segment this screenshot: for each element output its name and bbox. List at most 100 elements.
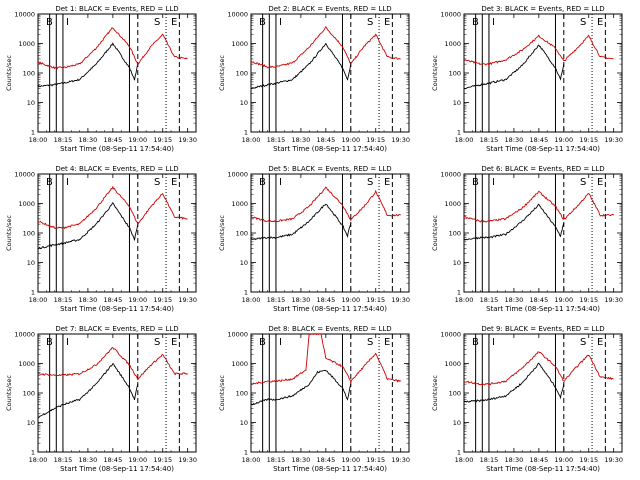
interval-marker-label: E [171, 337, 177, 348]
y-tick-label: 10000 [440, 11, 461, 19]
interval-marker-label: B [46, 17, 53, 28]
lld-series-line [251, 25, 401, 69]
plot-area [464, 14, 614, 132]
x-tick-label: 19:15 [366, 136, 385, 144]
y-tick-label: 1000 [231, 40, 248, 48]
lld-series-line [38, 347, 188, 381]
events-series-line [464, 362, 565, 403]
y-tick-label: 100 [236, 230, 248, 238]
x-tick-label: 18:30 [292, 456, 311, 464]
y-tick-label: 1000 [18, 200, 35, 208]
x-tick-label: 19:30 [604, 136, 623, 144]
detector-panel: Det 3: BLACK = Events, RED = LLD 1 10 100 10… [431, 5, 623, 153]
x-tick-label: 19:00 [554, 296, 573, 304]
y-axis-label: Counts/sec [218, 215, 226, 251]
x-tick-label: 18:45 [316, 296, 335, 304]
x-tick-label: 18:45 [529, 456, 548, 464]
y-tick-label: 1 [457, 129, 461, 137]
y-tick-label: 1 [31, 289, 35, 297]
y-tick-label: 10 [453, 99, 461, 107]
x-tick-label: 18:30 [79, 456, 98, 464]
y-tick-label: 1000 [444, 40, 461, 48]
y-tick-label: 10000 [14, 171, 35, 179]
events-series-line [38, 42, 139, 88]
x-axis-label: Start Time (08-Sep-11 17:54:40) [486, 465, 600, 473]
plot-area [38, 14, 188, 132]
y-tick-label: 100 [236, 390, 248, 398]
x-tick-label: 19:00 [128, 136, 147, 144]
y-tick-label: 10000 [440, 171, 461, 179]
detector-panel: Det 1: BLACK = Events, RED = LLD 1 10 100 10… [5, 5, 197, 153]
interval-marker-label: B [46, 337, 53, 348]
y-tick-label: 1000 [444, 360, 461, 368]
y-tick-label: 10 [453, 259, 461, 267]
x-tick-label: 19:30 [604, 456, 623, 464]
interval-marker-label: S [154, 177, 160, 188]
y-axis-label: Counts/sec [431, 55, 439, 91]
lld-series-line [38, 27, 188, 70]
interval-marker-label: B [46, 177, 53, 188]
x-tick-label: 19:15 [153, 296, 172, 304]
detector-panel: Det 5: BLACK = Events, RED = LLD 1 10 100 10… [218, 165, 410, 313]
x-tick-label: 19:30 [178, 456, 197, 464]
interval-marker-label: I [279, 177, 282, 188]
x-tick-label: 18:15 [480, 296, 499, 304]
y-tick-label: 1 [457, 449, 461, 457]
events-series-line [464, 44, 565, 90]
interval-marker-label: I [492, 17, 495, 28]
interval-marker-label: S [154, 17, 160, 28]
x-tick-label: 18:15 [267, 456, 286, 464]
detector-panel: Det 9: BLACK = Events, RED = LLD 1 10 100 10… [431, 325, 623, 473]
events-series-line [251, 203, 352, 241]
y-axis-label: Counts/sec [5, 375, 13, 411]
plot-area [464, 334, 614, 452]
y-tick-label: 100 [23, 70, 35, 78]
x-tick-label: 18:45 [529, 136, 548, 144]
x-tick-label: 18:45 [103, 456, 122, 464]
interval-marker-label: S [580, 337, 586, 348]
plot-frame [37, 173, 197, 293]
events-series-line [38, 363, 139, 419]
x-tick-label: 19:30 [178, 136, 197, 144]
interval-marker-label: E [597, 177, 603, 188]
x-tick-label: 19:15 [579, 296, 598, 304]
interval-marker-label: E [171, 17, 177, 28]
x-tick-label: 19:30 [391, 456, 410, 464]
y-tick-label: 100 [236, 70, 248, 78]
x-tick-label: 19:15 [366, 296, 385, 304]
x-tick-label: 19:00 [554, 456, 573, 464]
x-tick-label: 18:00 [455, 136, 474, 144]
plot-frame [250, 333, 410, 453]
lld-series-line [464, 351, 614, 386]
detector-panel: Det 8: BLACK = Events, RED = LLD 1 10 100 10… [218, 325, 410, 473]
x-tick-label: 18:00 [242, 296, 261, 304]
y-axis-label: Counts/sec [431, 215, 439, 251]
x-tick-label: 19:15 [579, 136, 598, 144]
x-tick-label: 19:00 [341, 296, 360, 304]
panel-title: Det 1: BLACK = Events, RED = LLD [55, 5, 178, 13]
x-tick-label: 18:00 [242, 456, 261, 464]
plot-frame [463, 13, 623, 133]
x-tick-label: 18:15 [267, 296, 286, 304]
x-tick-label: 18:00 [29, 296, 48, 304]
plot-area [38, 174, 188, 292]
y-tick-label: 1000 [18, 360, 35, 368]
x-tick-label: 18:45 [316, 456, 335, 464]
x-tick-label: 18:15 [267, 136, 286, 144]
x-tick-label: 19:30 [178, 296, 197, 304]
interval-marker-label: B [259, 337, 266, 348]
y-tick-label: 100 [449, 390, 461, 398]
x-tick-label: 18:30 [505, 456, 524, 464]
panel-title: Det 6: BLACK = Events, RED = LLD [481, 165, 604, 173]
x-tick-label: 18:30 [292, 296, 311, 304]
plot-frame [463, 333, 623, 453]
x-tick-label: 19:00 [341, 456, 360, 464]
y-tick-label: 1000 [231, 360, 248, 368]
x-axis-label: Start Time (08-Sep-11 17:54:40) [60, 305, 174, 313]
plot-area [251, 174, 401, 292]
panel-title: Det 8: BLACK = Events, RED = LLD [268, 325, 391, 333]
x-tick-label: 19:00 [341, 136, 360, 144]
y-tick-label: 10000 [440, 331, 461, 339]
interval-marker-label: I [66, 337, 69, 348]
x-axis-label: Start Time (08-Sep-11 17:54:40) [60, 465, 174, 473]
